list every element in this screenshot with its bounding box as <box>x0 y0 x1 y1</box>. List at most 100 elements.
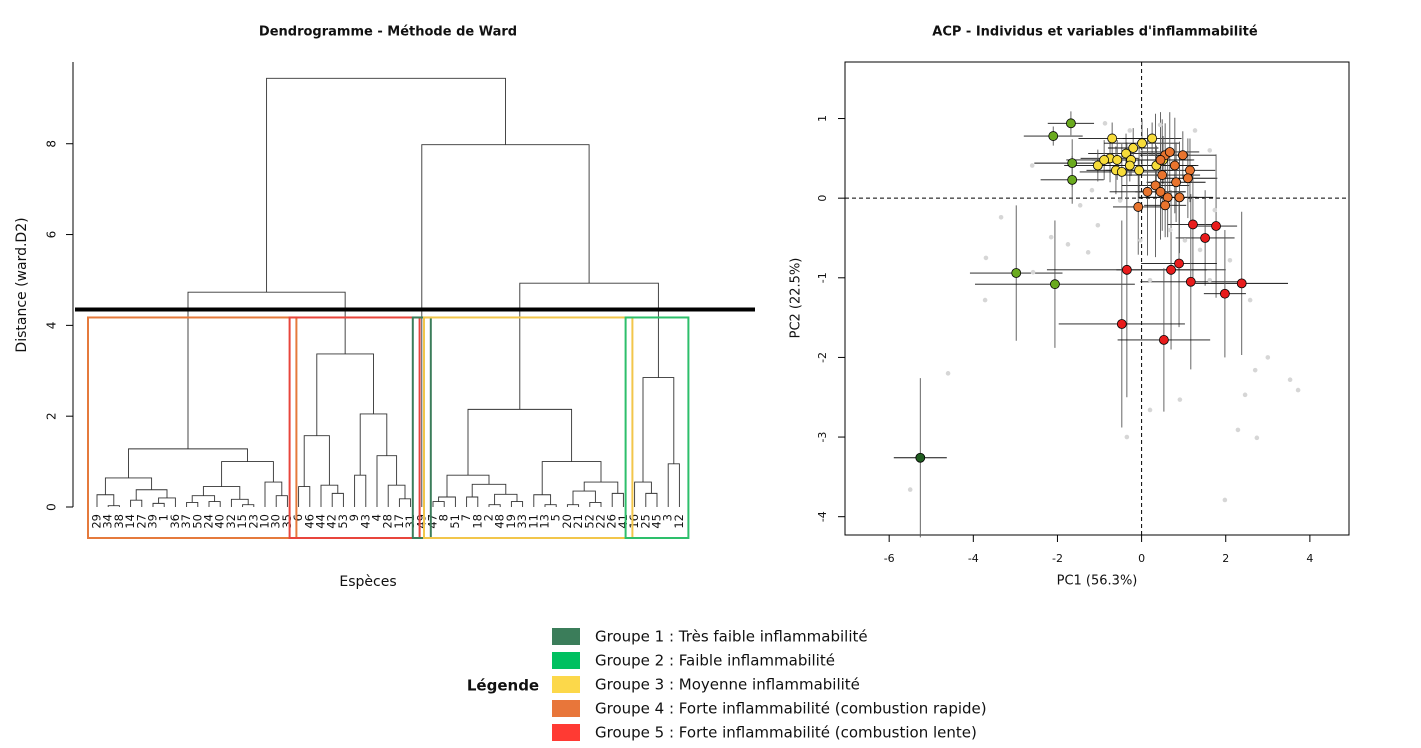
dendrogram-link <box>583 481 619 494</box>
dendrogram-link <box>589 502 602 507</box>
point <box>1150 180 1161 191</box>
dendrogram-link <box>467 408 573 476</box>
dendrogram-link <box>152 502 165 507</box>
x-tick-label: 0 <box>1138 552 1145 565</box>
cluster-box <box>87 316 298 539</box>
point <box>1211 221 1221 231</box>
dendrogram-link <box>331 492 344 507</box>
legend-swatch <box>552 628 580 645</box>
leaf-label: 19 <box>504 514 518 529</box>
leaf-label: 26 <box>605 514 619 529</box>
background-point <box>1254 435 1260 441</box>
background-point <box>1207 148 1213 153</box>
dendrogram-link <box>96 494 115 507</box>
point <box>1160 200 1171 211</box>
leaf-label: 36 <box>168 514 182 529</box>
dendrogram-link <box>398 498 412 507</box>
background-point <box>1147 277 1153 283</box>
background-point <box>1247 297 1253 303</box>
point <box>1099 155 1110 165</box>
y-tick-label: -1 <box>816 272 829 283</box>
dendrogram-link <box>187 291 346 449</box>
leaf-label: 46 <box>302 514 316 529</box>
leaf-label: 48 <box>493 514 507 529</box>
point <box>1121 148 1131 159</box>
background-point <box>1287 377 1293 383</box>
leaf-label: 7 <box>459 514 473 521</box>
point <box>1155 186 1166 197</box>
dendrogram-link <box>387 484 406 507</box>
leaf-label: 25 <box>638 514 652 529</box>
leaf-label: 9 <box>347 514 361 521</box>
point <box>1067 158 1078 169</box>
background-point <box>1095 222 1101 228</box>
leaf-label: 11 <box>526 514 540 529</box>
point <box>1174 258 1184 269</box>
dendrogram-link <box>438 496 456 507</box>
point <box>1067 174 1078 185</box>
scatter-title: ACP - Individus et variables d'inflammab… <box>932 25 1258 40</box>
leaf-label: 1 <box>157 514 171 521</box>
background-point <box>1252 367 1258 373</box>
leaf-label: 51 <box>448 514 462 529</box>
legend-label: Groupe 2 : Faible inflammabilité <box>595 652 835 670</box>
dendrogram-link <box>376 455 398 507</box>
leaf-label: 42 <box>325 514 339 529</box>
background-point <box>1077 203 1083 208</box>
leaf-label: 6 <box>291 514 305 521</box>
leaf-label: 34 <box>101 514 115 529</box>
leaf-label: 16 <box>627 514 641 529</box>
y-tick-label: 8 <box>45 140 59 148</box>
dendrogram-link <box>275 495 288 507</box>
background-point <box>1192 128 1198 133</box>
cluster-box <box>411 316 432 539</box>
y-tick-label: 6 <box>45 231 59 239</box>
background-point <box>1030 269 1036 275</box>
dendrogram-link <box>230 498 249 507</box>
leaf-label: 40 <box>213 514 227 529</box>
leaf-label: 28 <box>381 514 395 529</box>
dendrogram-link <box>264 481 283 507</box>
point <box>1200 233 1211 243</box>
background-point <box>983 255 989 261</box>
background-point <box>1124 434 1130 440</box>
legend-label: Groupe 1 : Très faible inflammabilité <box>595 628 868 646</box>
dendrogram-link <box>421 144 590 507</box>
point <box>1124 160 1135 171</box>
background-point <box>1029 163 1035 168</box>
leaf-label: 52 <box>582 514 596 529</box>
point <box>1128 143 1139 153</box>
leaf-label: 22 <box>594 514 608 529</box>
point <box>1171 177 1181 188</box>
point <box>1185 165 1195 176</box>
leaf-label: 10 <box>258 514 272 529</box>
y-tick-label: 2 <box>45 412 59 420</box>
leaf-label: 37 <box>179 514 193 529</box>
point <box>1188 219 1198 230</box>
cluster-box <box>423 316 634 539</box>
point <box>1066 118 1076 129</box>
dendrogram-link <box>432 501 445 507</box>
point <box>1048 131 1059 141</box>
dendrogram-link <box>519 282 659 410</box>
dendrogram-link <box>494 493 518 505</box>
leaf-label: 47 <box>426 514 440 529</box>
x-tick-label: -6 <box>884 552 895 565</box>
background-point <box>1182 238 1188 243</box>
background-point <box>998 214 1004 220</box>
dendrogram-title: Dendrogramme - Méthode de Ward <box>259 25 517 40</box>
background-point <box>1157 122 1163 128</box>
leaf-label: 3 <box>661 514 675 521</box>
dendrogram-link <box>316 353 374 436</box>
background-point <box>1265 355 1271 360</box>
leaf-label: 21 <box>571 514 585 529</box>
point <box>1134 165 1144 176</box>
leaf-label: 2 <box>482 514 496 521</box>
dendrogram-link <box>634 481 652 507</box>
dendrogram-link <box>158 497 176 507</box>
background-point <box>1167 227 1173 233</box>
dendrogram-link <box>266 77 506 293</box>
legend-label: Groupe 4 : Forte inflammabilité (combust… <box>595 700 987 718</box>
dendrogram-link <box>208 501 221 507</box>
